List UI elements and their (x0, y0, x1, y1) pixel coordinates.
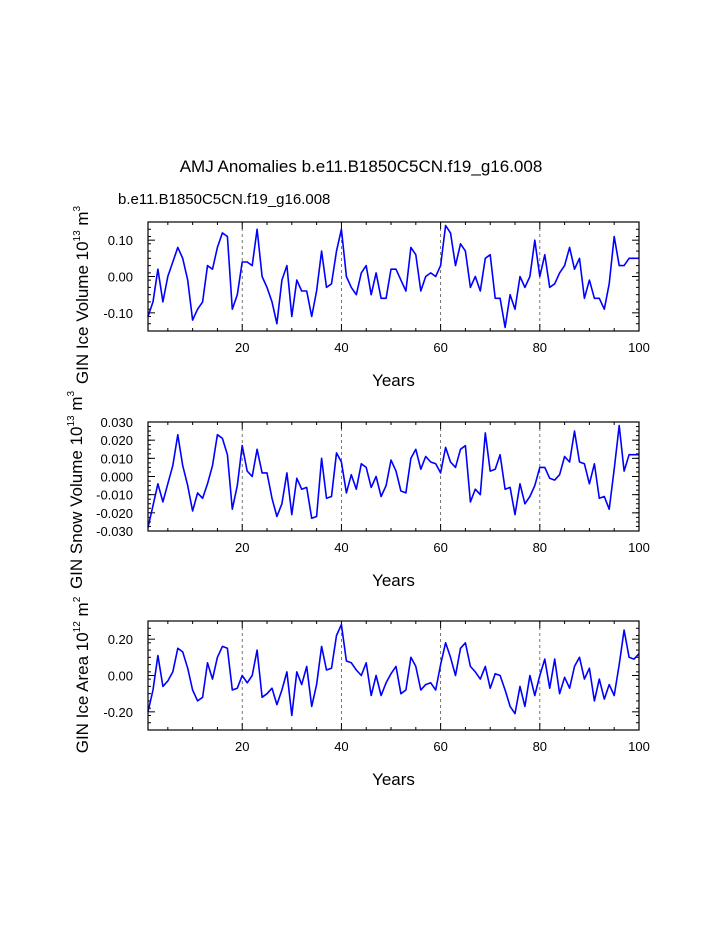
y-tick-label: 0.020 (100, 433, 133, 448)
y-axis-title-exp: 12 (72, 621, 83, 633)
panel-snow-volume: 20 40 60 80 100 0.030 0.020 0.010 0.000 -0.010 -0.… (66, 391, 650, 590)
x-tick-label: 60 (433, 739, 447, 754)
x-tick-label: 80 (533, 340, 547, 355)
y-axis-title: GIN Ice Area 1012 m2 (72, 596, 92, 753)
x-tick-label: 40 (334, 739, 348, 754)
main-title: AMJ Anomalies b.e11.B1850C5CN.f19_g16.00… (180, 157, 543, 176)
y-axis-title-unit: m (73, 211, 92, 230)
y-axis-title-unit-exp: 3 (72, 205, 83, 211)
x-tick-label: 20 (235, 340, 249, 355)
y-tick-label: -0.010 (96, 488, 133, 503)
y-tick-label: -0.030 (96, 524, 133, 539)
y-axis-title: GIN Snow Volume 1013 m3 (66, 391, 86, 590)
x-tick-label: 100 (628, 540, 650, 555)
x-tick-label: 60 (433, 540, 447, 555)
x-axis-title: Years (372, 770, 415, 789)
x-axis-title: Years (372, 371, 415, 390)
plot-frame (147, 421, 640, 532)
y-axis-title-unit: m (73, 602, 92, 621)
y-tick-label: 0.010 (100, 451, 133, 466)
x-tick-label: 20 (235, 540, 249, 555)
plot-frame (147, 620, 640, 731)
x-tick-label: 100 (628, 739, 650, 754)
y-tick-label: -0.020 (96, 506, 133, 521)
x-tick-label: 20 (235, 739, 249, 754)
y-axis-title-exp: 13 (66, 415, 77, 427)
y-axis-title-unit: m (67, 397, 86, 416)
y-tick-label: -0.20 (103, 705, 133, 720)
series-line (147, 224, 639, 329)
y-tick-label: 0.000 (100, 470, 133, 485)
y-axis-title-main: GIN Ice Volume 10 (73, 241, 92, 384)
y-axis-title-main: GIN Ice Area 10 (73, 632, 92, 753)
x-tick-label: 60 (433, 340, 447, 355)
subtitle: b.e11.B1850C5CN.f19_g16.008 (118, 191, 330, 208)
x-tick-label: 40 (334, 340, 348, 355)
y-tick-label: 0.00 (108, 669, 133, 684)
y-tick-label: 0.20 (108, 632, 133, 647)
y-tick-label: -0.10 (103, 306, 133, 321)
x-tick-label: 80 (533, 739, 547, 754)
y-tick-label: 0.10 (108, 233, 133, 248)
x-tick-label: 80 (533, 540, 547, 555)
y-axis-title: GIN Ice Volume 1013 m3 (72, 205, 92, 384)
x-axis-title: Years (372, 571, 415, 590)
y-tick-label: 0.00 (108, 270, 133, 285)
y-axis-title-main: GIN Snow Volume 10 (67, 427, 86, 590)
x-tick-label: 100 (628, 340, 650, 355)
series-line (147, 623, 640, 717)
y-axis-title-unit-exp: 2 (72, 596, 83, 602)
panel-ice-area: 20 40 60 80 100 0.20 0.00 -0.20 Years GIN Ice Are… (72, 596, 650, 789)
y-axis-title-exp: 13 (72, 230, 83, 242)
series-line (147, 424, 639, 528)
plot-frame (147, 221, 640, 332)
y-axis-title-unit-exp: 3 (66, 391, 77, 397)
x-tick-label: 40 (334, 540, 348, 555)
panel-ice-volume: 20 40 60 80 100 0.10 0.00 -0.10 Years GIN Ice Vol… (72, 205, 650, 390)
y-tick-label: 0.030 (100, 415, 133, 430)
